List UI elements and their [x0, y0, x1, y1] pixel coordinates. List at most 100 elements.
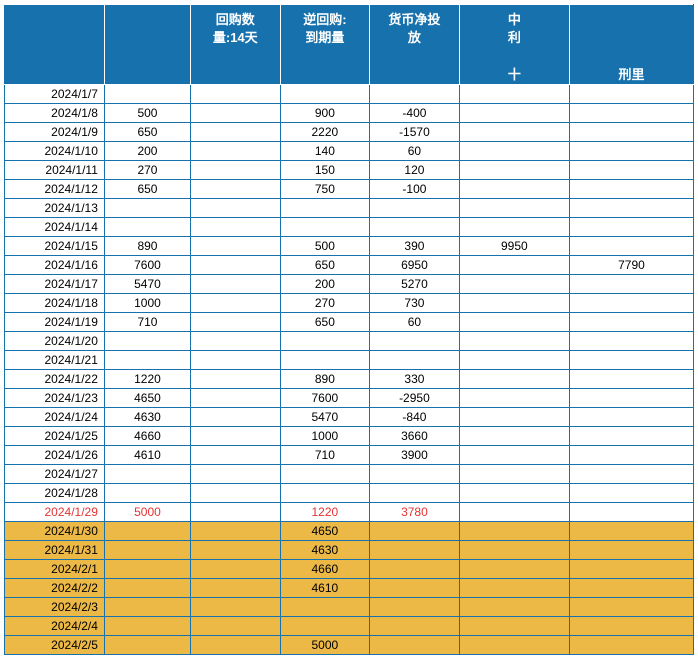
value-cell [459, 198, 569, 217]
value-cell [280, 331, 370, 350]
table-row: 2024/1/27 [5, 464, 694, 483]
value-cell [459, 540, 569, 559]
value-cell: 7600 [280, 388, 370, 407]
date-cell: 2024/1/12 [5, 179, 105, 198]
value-cell [191, 217, 281, 236]
value-cell [280, 597, 370, 616]
value-cell [569, 616, 693, 635]
value-cell [459, 141, 569, 160]
date-cell: 2024/2/1 [5, 559, 105, 578]
value-cell [370, 217, 460, 236]
value-cell [104, 217, 190, 236]
value-cell [370, 597, 460, 616]
table-row: 2024/1/1020014060 [5, 141, 694, 160]
value-cell [370, 483, 460, 502]
table-row: 2024/1/96502220-1570 [5, 122, 694, 141]
date-cell: 2024/1/24 [5, 407, 105, 426]
value-cell [191, 540, 281, 559]
value-cell: 140 [280, 141, 370, 160]
value-cell [191, 559, 281, 578]
value-cell [191, 179, 281, 198]
value-cell [191, 198, 281, 217]
value-cell: 60 [370, 312, 460, 331]
value-cell [104, 464, 190, 483]
value-cell: 710 [104, 312, 190, 331]
value-cell: 750 [280, 179, 370, 198]
table-row: 2024/2/3 [5, 597, 694, 616]
table-row: 2024/1/28 [5, 483, 694, 502]
value-cell [191, 407, 281, 426]
value-cell: 200 [280, 274, 370, 293]
col-header-0 [5, 5, 105, 85]
value-cell [191, 160, 281, 179]
value-cell: 2220 [280, 122, 370, 141]
value-cell [191, 369, 281, 388]
value-cell [280, 464, 370, 483]
value-cell [459, 217, 569, 236]
table-row: 2024/1/16760065069507790 [5, 255, 694, 274]
value-cell [569, 388, 693, 407]
value-cell [459, 179, 569, 198]
value-cell [370, 331, 460, 350]
table-row: 2024/2/4 [5, 616, 694, 635]
value-cell [104, 521, 190, 540]
value-cell [569, 84, 693, 103]
value-cell [459, 445, 569, 464]
value-cell [191, 141, 281, 160]
value-cell: 200 [104, 141, 190, 160]
value-cell [569, 559, 693, 578]
value-cell [459, 331, 569, 350]
value-cell [104, 350, 190, 369]
table-row: 2024/1/14 [5, 217, 694, 236]
value-cell: 710 [280, 445, 370, 464]
value-cell: 7790 [569, 255, 693, 274]
value-cell: 900 [280, 103, 370, 122]
table-row: 2024/1/314630 [5, 540, 694, 559]
value-cell [104, 331, 190, 350]
date-cell: 2024/1/22 [5, 369, 105, 388]
value-cell [459, 255, 569, 274]
value-cell [280, 217, 370, 236]
value-cell: 4610 [104, 445, 190, 464]
value-cell [280, 350, 370, 369]
date-cell: 2024/2/3 [5, 597, 105, 616]
table-row: 2024/1/25466010003660 [5, 426, 694, 445]
col-header-2: 回购数量:14天 [191, 5, 281, 85]
value-cell [191, 597, 281, 616]
value-cell [370, 578, 460, 597]
value-cell: 4660 [104, 426, 190, 445]
date-cell: 2024/2/2 [5, 578, 105, 597]
value-cell: 120 [370, 160, 460, 179]
value-cell [569, 312, 693, 331]
value-cell: -400 [370, 103, 460, 122]
value-cell [280, 483, 370, 502]
value-cell: 5000 [280, 635, 370, 654]
value-cell [569, 198, 693, 217]
value-cell [569, 464, 693, 483]
value-cell [569, 293, 693, 312]
value-cell [459, 312, 569, 331]
value-cell [370, 198, 460, 217]
date-cell: 2024/1/15 [5, 236, 105, 255]
value-cell [370, 464, 460, 483]
value-cell [459, 350, 569, 369]
value-cell: 3780 [370, 502, 460, 521]
value-cell: 5470 [104, 274, 190, 293]
value-cell [459, 597, 569, 616]
date-cell: 2024/1/27 [5, 464, 105, 483]
date-cell: 2024/1/13 [5, 198, 105, 217]
date-cell: 2024/1/16 [5, 255, 105, 274]
value-cell: 3900 [370, 445, 460, 464]
col-header-3: 逆回购:到期量 [280, 5, 370, 85]
table-row: 2024/1/13 [5, 198, 694, 217]
date-cell: 2024/1/23 [5, 388, 105, 407]
value-cell [459, 122, 569, 141]
value-cell: 60 [370, 141, 460, 160]
value-cell [191, 502, 281, 521]
value-cell [191, 616, 281, 635]
value-cell: 4650 [280, 521, 370, 540]
value-cell [104, 616, 190, 635]
value-cell [104, 559, 190, 578]
table-row: 2024/1/8500900-400 [5, 103, 694, 122]
value-cell [569, 160, 693, 179]
